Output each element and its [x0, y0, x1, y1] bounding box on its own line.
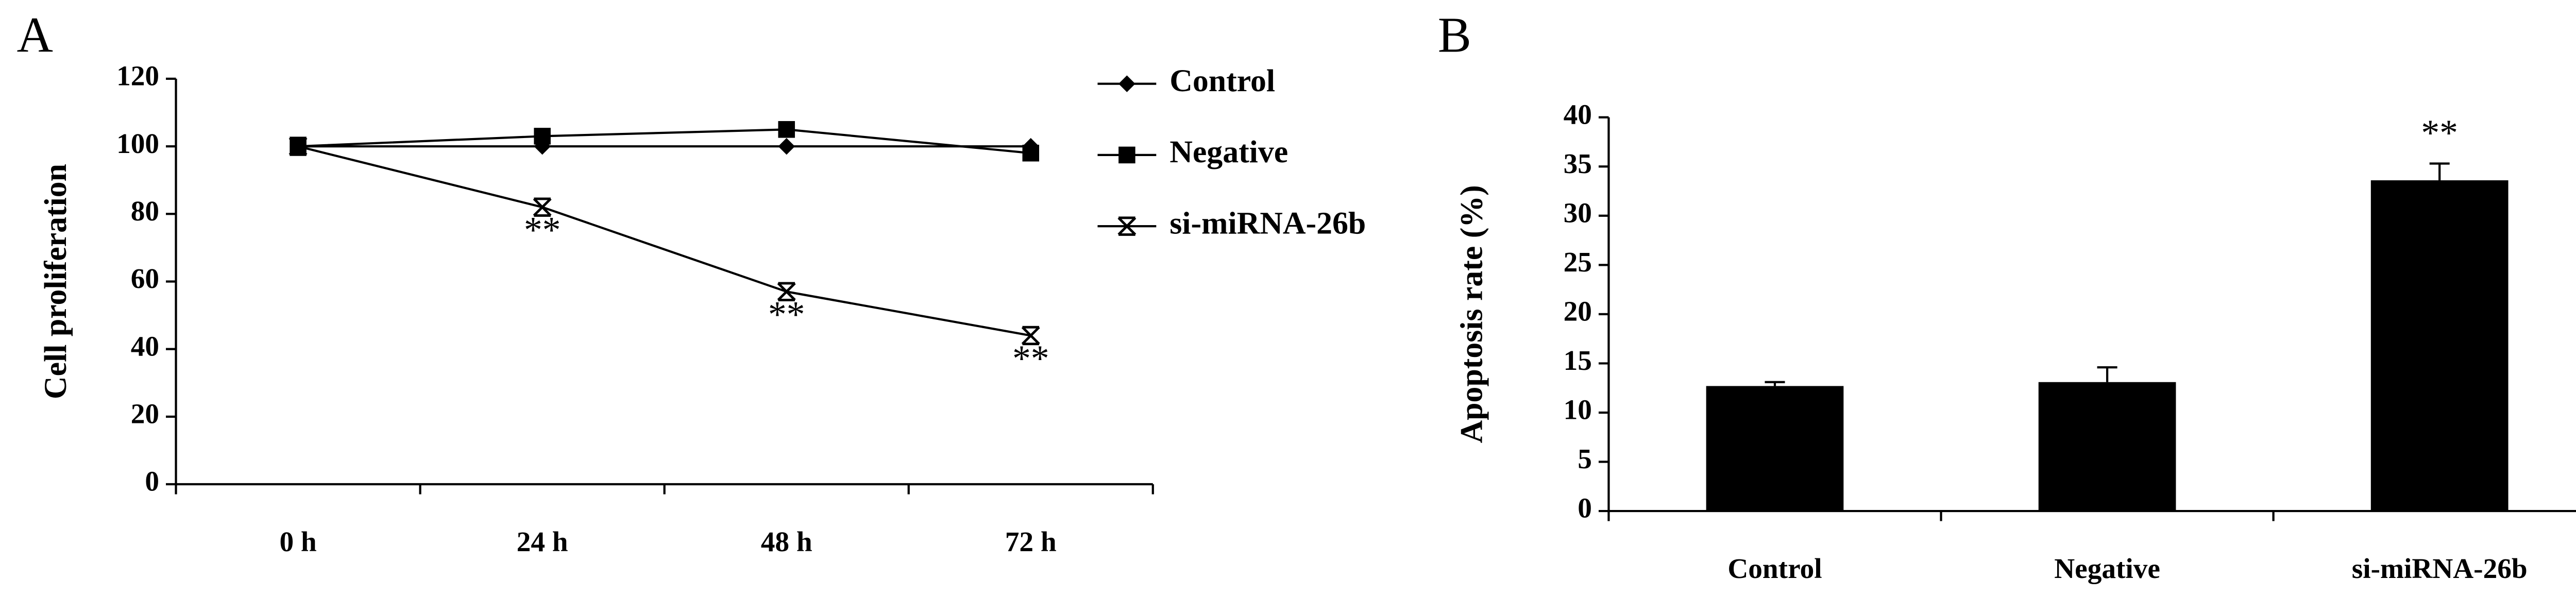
marker — [289, 137, 308, 156]
x-tick-label: 24 h — [517, 526, 568, 557]
y-tick-label: 40 — [1564, 98, 1592, 130]
marker — [533, 197, 552, 217]
legend-label: si-miRNA-26b — [1170, 206, 1366, 241]
y-tick-label: 120 — [116, 60, 159, 92]
series-line — [298, 145, 1031, 337]
y-tick-label: 25 — [1564, 246, 1592, 278]
error-bar — [1765, 381, 1785, 386]
annotation: ** — [1012, 338, 1049, 379]
x-tick-label: 48 h — [761, 526, 812, 557]
marker — [778, 121, 795, 138]
x-tick-label: si-miRNA-26b — [2352, 553, 2528, 584]
series-line — [298, 128, 1031, 155]
x-tick-label: Control — [1727, 553, 1822, 584]
y-tick-label: 80 — [131, 195, 159, 227]
y-tick-label: 20 — [131, 398, 159, 430]
marker — [1021, 326, 1040, 346]
annotation: ** — [2421, 113, 2458, 154]
y-axis-label: Apoptosis rate (%) — [1454, 185, 1489, 443]
y-tick-label: 0 — [1578, 492, 1592, 524]
annotation: ** — [524, 210, 561, 251]
x-tick-label: 72 h — [1005, 526, 1057, 557]
marker — [1117, 216, 1137, 236]
y-tick-label: 20 — [1564, 296, 1592, 327]
bar — [2038, 382, 2176, 512]
y-tick-label: 0 — [145, 466, 159, 497]
y-tick-label: 40 — [131, 330, 159, 362]
panel-label: B — [1438, 7, 1471, 63]
y-axis-label: Cell proliferation — [38, 164, 73, 399]
x-tick-label: 0 h — [279, 526, 316, 557]
panel-label: A — [17, 7, 53, 63]
y-tick-label: 60 — [131, 263, 159, 294]
bar — [2370, 180, 2509, 512]
legend-label: Negative — [1170, 134, 1288, 169]
marker — [534, 128, 551, 145]
error-bar — [2429, 162, 2450, 181]
y-tick-label: 5 — [1578, 443, 1592, 474]
marker — [1118, 146, 1136, 164]
x-tick-label: Negative — [2054, 553, 2160, 584]
error-bar — [2097, 366, 2117, 382]
annotation: ** — [768, 295, 805, 335]
marker — [777, 282, 796, 301]
y-tick-label: 100 — [116, 128, 159, 159]
marker — [1118, 75, 1136, 92]
y-tick-label: 30 — [1564, 197, 1592, 228]
marker — [778, 138, 795, 155]
bar — [1706, 386, 1844, 512]
marker — [1022, 144, 1039, 162]
y-tick-label: 35 — [1564, 148, 1592, 179]
y-tick-label: 10 — [1564, 394, 1592, 425]
legend-label: Control — [1170, 63, 1275, 98]
y-tick-label: 15 — [1564, 345, 1592, 376]
